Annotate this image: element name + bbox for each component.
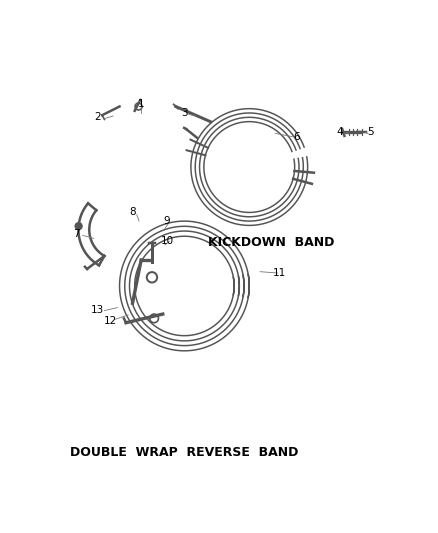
Text: KICKDOWN  BAND: KICKDOWN BAND — [208, 236, 334, 249]
Text: 7: 7 — [73, 229, 80, 239]
Text: 3: 3 — [181, 108, 188, 118]
Text: 11: 11 — [273, 268, 286, 278]
Text: 8: 8 — [129, 207, 136, 217]
Text: 10: 10 — [161, 236, 174, 246]
Text: 5: 5 — [367, 127, 374, 138]
Text: 1: 1 — [138, 99, 145, 109]
Text: DOUBLE  WRAP  REVERSE  BAND: DOUBLE WRAP REVERSE BAND — [70, 446, 299, 459]
Text: 2: 2 — [95, 112, 101, 122]
Text: 6: 6 — [293, 132, 300, 142]
Text: 12: 12 — [104, 316, 117, 326]
Text: 13: 13 — [91, 305, 105, 315]
Text: 4: 4 — [337, 127, 343, 138]
Text: 9: 9 — [164, 216, 170, 226]
Circle shape — [75, 223, 82, 230]
